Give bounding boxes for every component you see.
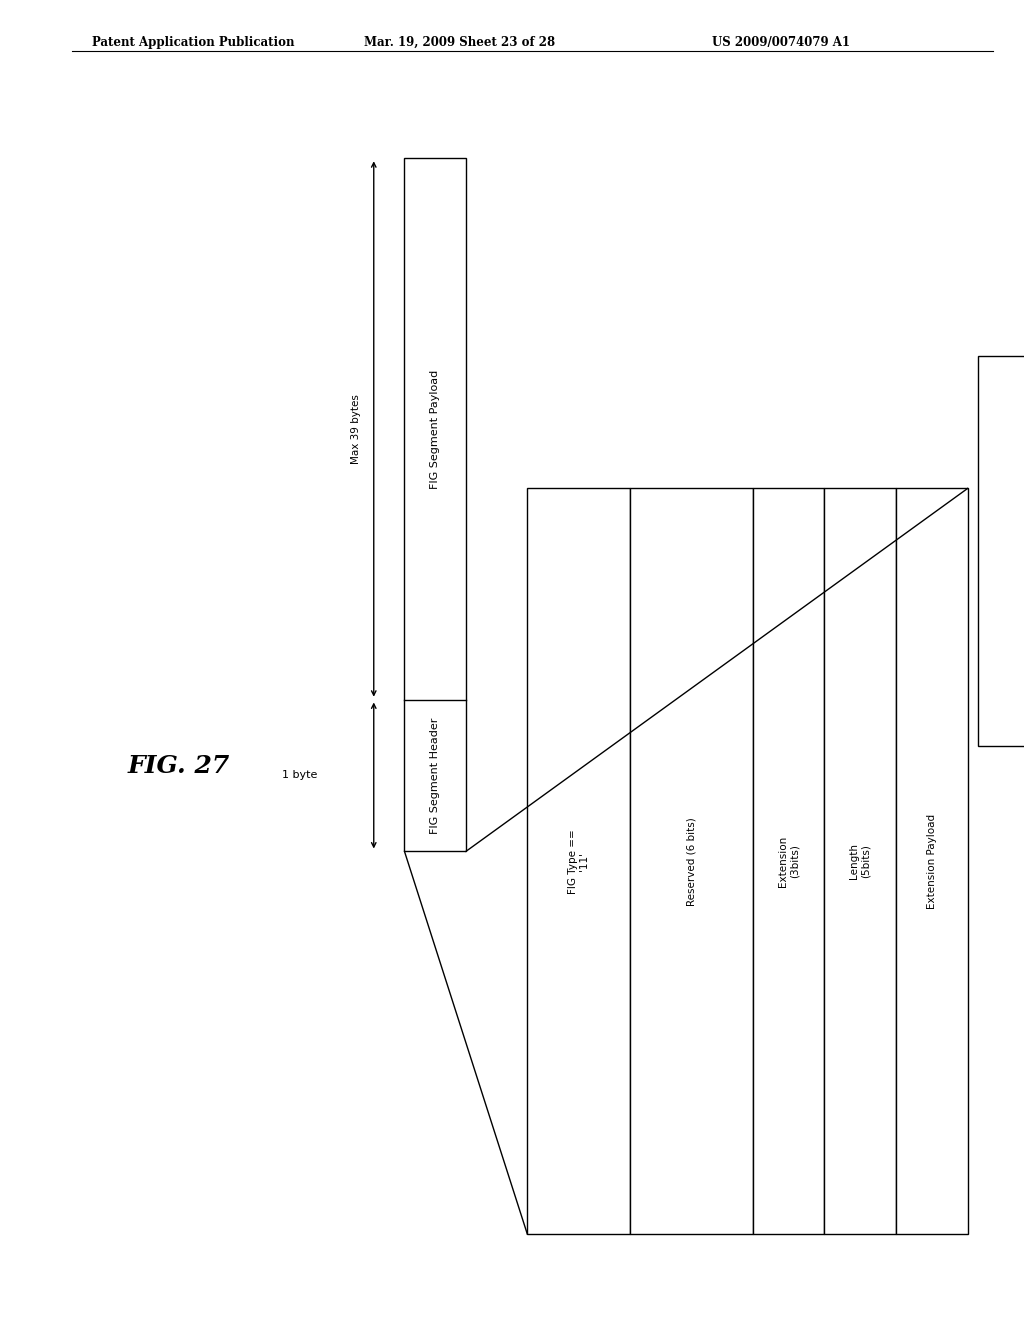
- Text: FIG Segment Payload: FIG Segment Payload: [430, 370, 440, 488]
- Bar: [978, 356, 1024, 746]
- Text: Extension
(3bits): Extension (3bits): [777, 836, 800, 887]
- Bar: [404, 158, 466, 851]
- Text: FIG. 27: FIG. 27: [128, 754, 230, 777]
- Text: Length
(5bits): Length (5bits): [849, 843, 871, 879]
- Bar: [527, 488, 630, 1234]
- Bar: [630, 488, 753, 1234]
- Text: FIG Segment Header: FIG Segment Header: [430, 717, 440, 834]
- Bar: [824, 488, 896, 1234]
- Bar: [896, 488, 968, 1234]
- Bar: [753, 488, 824, 1234]
- Text: US 2009/0074079 A1: US 2009/0074079 A1: [712, 36, 850, 49]
- Text: Mar. 19, 2009 Sheet 23 of 28: Mar. 19, 2009 Sheet 23 of 28: [364, 36, 555, 49]
- Text: Reserved (6 bits): Reserved (6 bits): [686, 817, 696, 906]
- Text: Max 39 bytes: Max 39 bytes: [351, 395, 361, 463]
- Text: FIG Type ==
'11': FIG Type == '11': [567, 829, 590, 894]
- Text: Extension Payload: Extension Payload: [927, 813, 937, 909]
- Text: Patent Application Publication: Patent Application Publication: [92, 36, 295, 49]
- Text: 1 byte: 1 byte: [282, 771, 317, 780]
